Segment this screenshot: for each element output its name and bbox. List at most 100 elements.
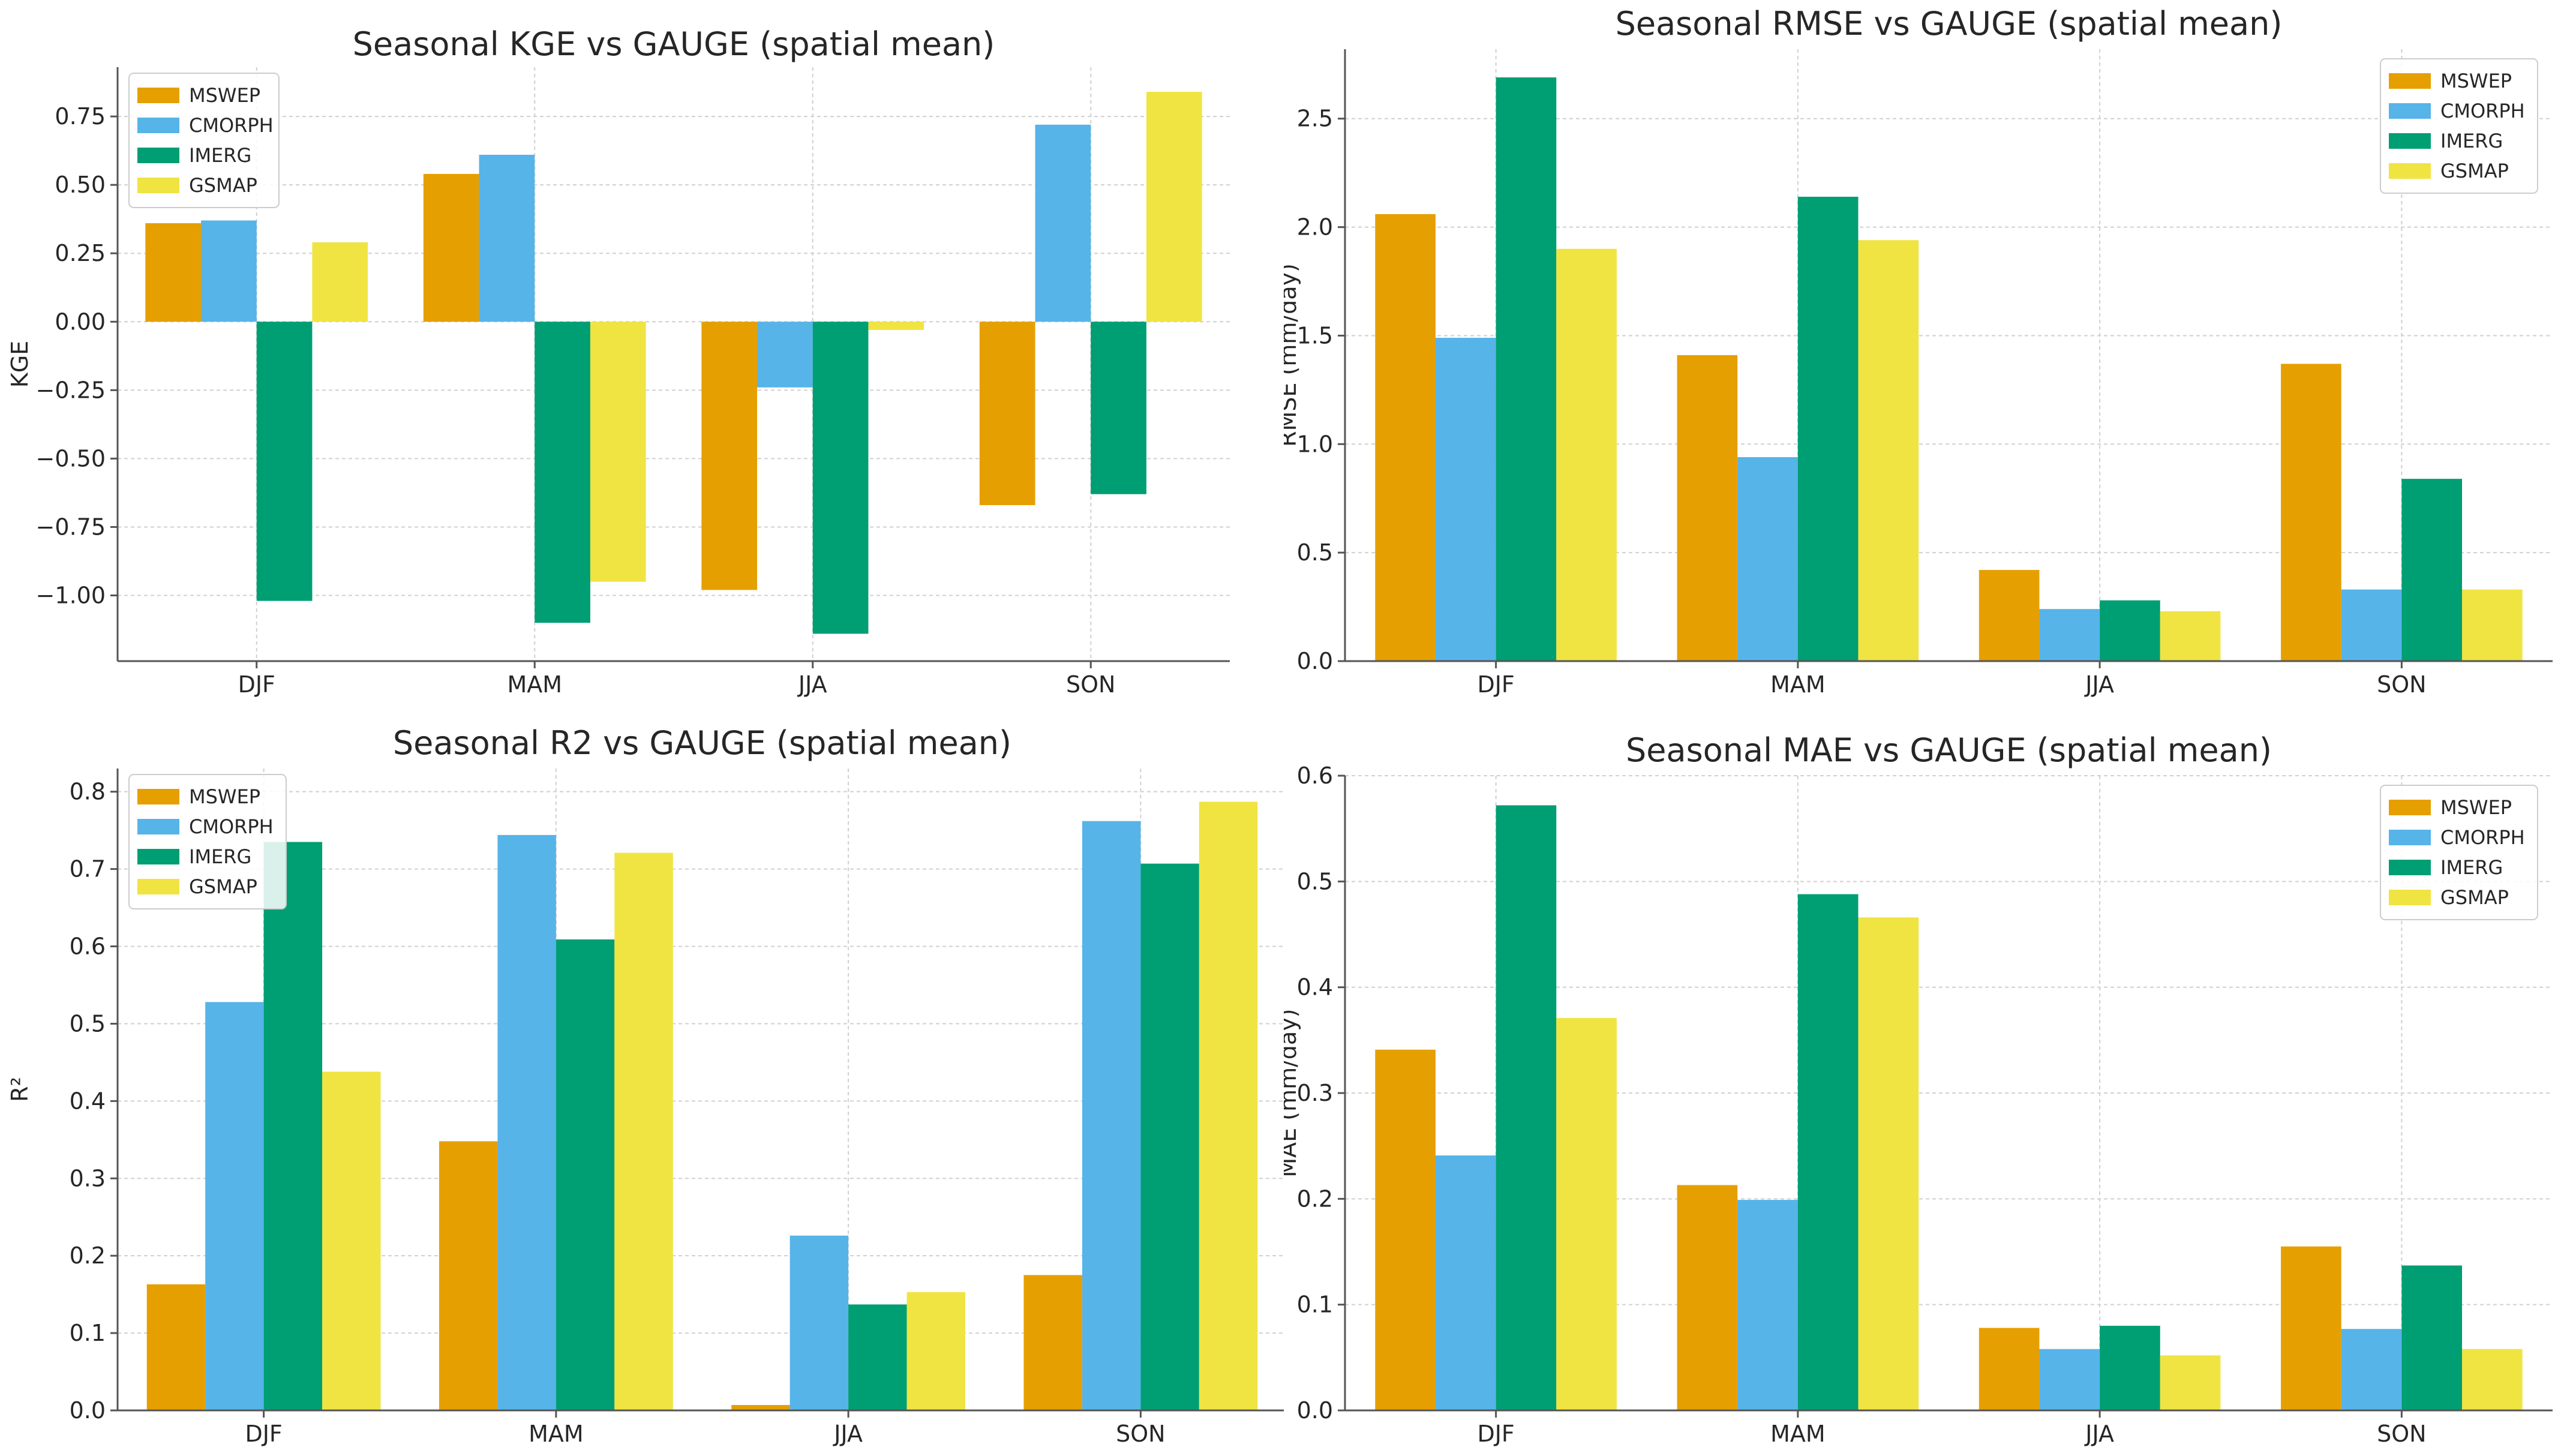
kge-legend-label-mswep: MSWEP: [189, 84, 260, 107]
r2-bar-cmorph-jja: [789, 1235, 849, 1410]
r2-chart: 0.0 0.1 0.2 0.3 0.4 0.5 0.6 0.7 0.8 DJF MAM JJA SON S…: [7, 724, 1287, 1447]
mae-bar-mswep-djf: [1375, 1049, 1436, 1410]
mae-bar-cmorph-mam: [1737, 1200, 1798, 1410]
mae-bar-imerg-mam: [1797, 894, 1859, 1410]
mae-bar-imerg-djf: [1496, 805, 1557, 1410]
rmse-bar-gsmap-mam: [1858, 240, 1919, 662]
kge-bar-imerg-djf: [256, 322, 313, 601]
kge-x-tick-label-jja: JJA: [797, 671, 827, 698]
rmse-bar-imerg-djf: [1496, 77, 1557, 662]
mae-legend-label-gsmap: GSMAP: [2440, 886, 2509, 909]
r2-bar-imerg-son: [1140, 863, 1199, 1410]
r2-y-tick-label: 0.5: [70, 1010, 106, 1037]
rmse-bar-imerg-son: [2401, 479, 2463, 661]
rmse-bar-mswep-son: [2281, 364, 2341, 661]
kge-legend-box: [128, 73, 280, 208]
kge-bar-gsmap-jja: [868, 322, 924, 330]
r2-bar-imerg-djf: [263, 842, 323, 1410]
mae-chart-title: Seasonal MAE vs GAUGE (spatial mean): [1626, 731, 2272, 769]
kge-bar-gsmap-son: [1146, 92, 1202, 322]
kge-legend-swatch-cmorph: [137, 118, 179, 133]
mae-bar-imerg-jja: [2100, 1325, 2160, 1410]
r2-y-tick-label: 0.6: [70, 933, 106, 960]
mae-bar-gsmap-son: [2462, 1349, 2523, 1410]
r2-bar-imerg-jja: [848, 1304, 907, 1410]
mae-y-tick-label: 0.3: [1297, 1080, 1333, 1106]
kge-bar-cmorph-son: [1035, 124, 1091, 322]
rmse-bar-mswep-mam: [1677, 355, 1738, 661]
kge-bar-mswep-son: [979, 322, 1035, 505]
kge-chart-panel: −1.00 −0.75 −0.50 −0.25 0.00 0.25 0.50 0.75 DJF M…: [0, 0, 1284, 727]
rmse-bar-gsmap-djf: [1556, 248, 1617, 661]
mae-y-tick-label: 0.2: [1297, 1185, 1333, 1212]
r2-legend-label-cmorph: CMORPH: [189, 815, 274, 838]
r2-bar-mswep-mam: [439, 1141, 498, 1410]
rmse-legend-label-gsmap: GSMAP: [2440, 160, 2509, 182]
rmse-y-axis-label: RMSE (mm/day): [1284, 263, 1301, 447]
r2-legend-swatch-gsmap: [137, 879, 179, 894]
r2-bar-imerg-mam: [556, 939, 615, 1410]
rmse-chart: 0.0 0.5 1.0 1.5 2.0 2.5 DJF MAM JJA SON Seasonal R…: [1275, 5, 2553, 698]
kge-chart: −1.00 −0.75 −0.50 −0.25 0.00 0.25 0.50 0.75 DJF M…: [7, 25, 1230, 698]
mae-bar-mswep-son: [2281, 1246, 2341, 1410]
kge-y-axis-label: KGE: [7, 341, 33, 388]
r2-legend-label-gsmap: GSMAP: [189, 875, 257, 898]
r2-bar-cmorph-son: [1082, 821, 1141, 1410]
r2-legend-box: [128, 774, 287, 909]
kge-y-tick-label: −1.00: [36, 583, 106, 609]
r2-y-tick-label: 0.2: [70, 1242, 106, 1269]
r2-bar-gsmap-jja: [906, 1292, 966, 1410]
r2-bar-mswep-son: [1023, 1275, 1082, 1410]
r2-chart-panel: 0.0 0.1 0.2 0.3 0.4 0.5 0.6 0.7 0.8 DJF MAM JJA SON S…: [0, 724, 1287, 1453]
r2-y-tick-label: 0.1: [70, 1320, 106, 1346]
mae-legend-swatch-cmorph: [2389, 830, 2431, 845]
rmse-chart-panel: 0.0 0.5 1.0 1.5 2.0 2.5 DJF MAM JJA SON Seasonal R…: [1275, 0, 2567, 727]
mae-bar-gsmap-mam: [1858, 917, 1919, 1410]
r2-bar-cmorph-mam: [497, 834, 556, 1410]
mae-x-tick-label-djf: DJF: [1477, 1421, 1514, 1447]
r2-bar-gsmap-mam: [614, 852, 673, 1410]
rmse-bar-imerg-jja: [2100, 600, 2160, 661]
kge-bar-cmorph-djf: [201, 220, 257, 322]
r2-legend-swatch-imerg: [137, 849, 179, 864]
mae-bar-imerg-son: [2401, 1265, 2463, 1410]
rmse-y-tick-label: 0.0: [1297, 648, 1333, 674]
mae-y-tick-label: 0.0: [1297, 1397, 1333, 1424]
kge-bar-gsmap-mam: [590, 322, 646, 582]
mae-y-tick-label: 0.5: [1297, 868, 1333, 894]
kge-x-tick-label-djf: DJF: [238, 671, 275, 698]
rmse-bar-mswep-jja: [1978, 570, 2040, 661]
kge-bar-gsmap-djf: [312, 242, 368, 322]
mae-bar-gsmap-jja: [2160, 1355, 2221, 1410]
mae-bar-cmorph-djf: [1435, 1155, 1496, 1410]
rmse-y-tick-label: 1.5: [1297, 322, 1333, 349]
rmse-legend-box: [2380, 58, 2538, 194]
r2-x-tick-label-mam: MAM: [529, 1421, 584, 1447]
r2-chart-title: Seasonal R2 vs GAUGE (spatial mean): [393, 727, 1011, 762]
r2-y-tick-label: 0.8: [70, 779, 106, 805]
r2-legend-label-mswep: MSWEP: [189, 785, 260, 808]
mae-chart: 0.0 0.1 0.2 0.3 0.4 0.5 0.6 DJF MAM JJA SON Seasona…: [1275, 731, 2553, 1447]
r2-legend-swatch-cmorph: [137, 819, 179, 834]
r2-bar-cmorph-djf: [205, 1002, 264, 1410]
mae-legend-swatch-gsmap: [2389, 890, 2431, 905]
kge-y-tick-label: 0.00: [55, 308, 106, 335]
r2-y-tick-label: 0.4: [70, 1088, 106, 1114]
r2-legend-swatch-mswep: [137, 789, 179, 804]
rmse-x-tick-label-son: SON: [2377, 671, 2426, 698]
kge-bar-imerg-jja: [812, 322, 869, 634]
mae-legend-label-imerg: IMERG: [2440, 856, 2503, 879]
rmse-x-tick-label-jja: JJA: [2084, 671, 2114, 698]
kge-legend-swatch-mswep: [137, 88, 179, 103]
mae-x-tick-label-jja: JJA: [2084, 1421, 2114, 1447]
rmse-bar-cmorph-son: [2341, 589, 2402, 661]
mae-legend-swatch-imerg: [2389, 860, 2431, 875]
mae-y-tick-label: 0.4: [1297, 974, 1333, 1001]
kge-legend-label-gsmap: GSMAP: [189, 174, 257, 197]
kge-legend-label-imerg: IMERG: [189, 144, 251, 167]
mae-bar-cmorph-son: [2341, 1329, 2402, 1410]
kge-legend-swatch-imerg: [137, 148, 179, 163]
rmse-bar-mswep-djf: [1375, 214, 1436, 661]
rmse-legend-label-cmorph: CMORPH: [2440, 100, 2525, 122]
rmse-bar-cmorph-jja: [2039, 609, 2100, 661]
